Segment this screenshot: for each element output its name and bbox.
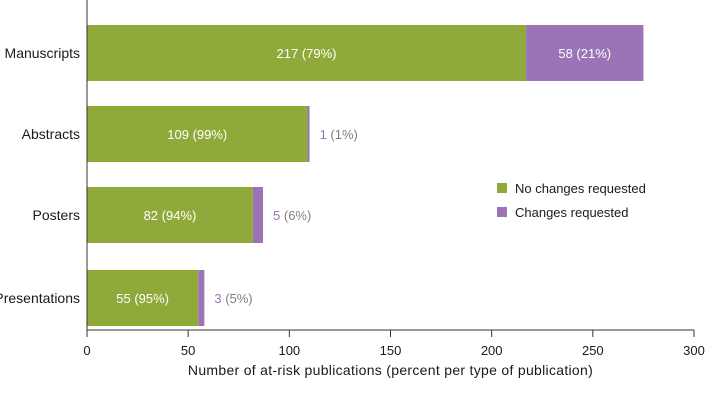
data-label-manuscripts-no-changes: 217 (79%) [277, 46, 337, 61]
bar-manuscripts-series-0 [87, 25, 527, 81]
bar-manuscripts-series-1 [526, 25, 644, 81]
category-labels: Manuscripts Abstracts Posters Presentations [0, 45, 80, 306]
data-label-presentations-no-changes: 55 (95%) [116, 291, 169, 306]
category-label-abstracts: Abstracts [22, 126, 80, 142]
x-tick-label-100: 100 [278, 343, 300, 358]
x-tick-label-200: 200 [481, 343, 503, 358]
x-axis: 0 50 100 150 200 250 300 [83, 0, 705, 358]
x-tick-label-250: 250 [582, 343, 604, 358]
legend-swatch-changes [497, 207, 507, 217]
bar-presentations-series-0 [87, 270, 199, 326]
legend-swatch-no-changes [497, 183, 507, 193]
x-axis-title: Number of at-risk publications (percent … [188, 362, 593, 378]
legend-label-changes: Changes requested [515, 205, 628, 220]
legend-label-no-changes: No changes requested [515, 181, 646, 196]
x-tick-label-50: 50 [181, 343, 195, 358]
bar-presentations-series-1 [198, 270, 205, 326]
bar-abstracts-series-1 [307, 106, 310, 162]
data-label-abstracts-no-changes: 109 (99%) [167, 127, 227, 142]
x-tick-label-0: 0 [83, 343, 90, 358]
bar-posters-series-0 [87, 187, 253, 243]
bars-layer [87, 25, 644, 326]
data-label-posters-changes: 5 (6%) [273, 208, 311, 223]
x-tick-label-150: 150 [380, 343, 402, 358]
bar-labels-layer: 217 (79%) 58 (21%) 109 (99%) 1 (1%) 82 (94%)… [116, 46, 611, 306]
data-label-manuscripts-changes: 58 (21%) [558, 46, 611, 61]
bar-posters-series-1 [252, 187, 264, 243]
bar-abstracts-series-0 [87, 106, 308, 162]
data-label-presentations-changes: 3 (5%) [214, 291, 252, 306]
x-tick-label-300: 300 [683, 343, 705, 358]
data-label-posters-no-changes: 82 (94%) [144, 208, 197, 223]
category-label-presentations: Presentations [0, 290, 80, 306]
data-label-abstracts-changes: 1 (1%) [320, 127, 358, 142]
legend: No changes requested Changes requested [497, 181, 646, 220]
category-label-posters: Posters [33, 207, 80, 223]
category-label-manuscripts: Manuscripts [5, 45, 80, 61]
